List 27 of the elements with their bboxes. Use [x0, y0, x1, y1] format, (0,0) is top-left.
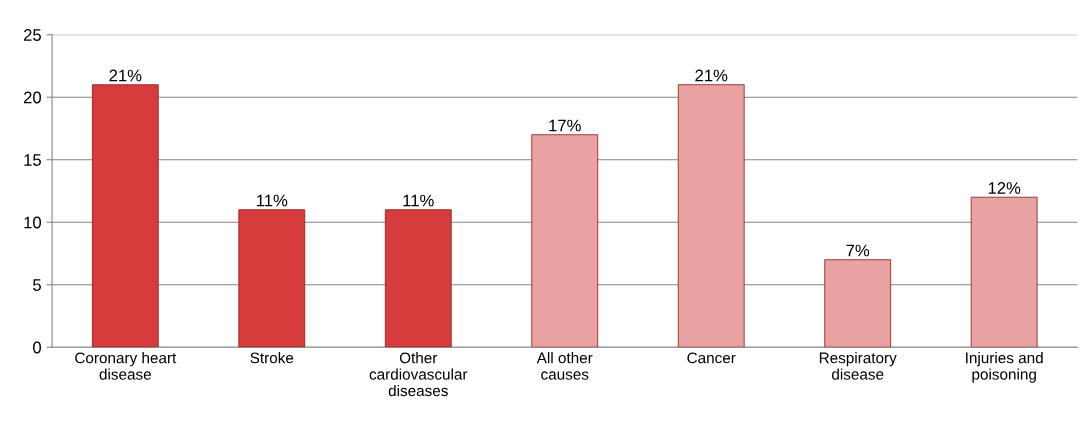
data-label: 11% [257, 194, 288, 207]
y-tick-label: 5 [33, 279, 41, 291]
data-label: 12% [988, 182, 1021, 194]
y-tick-label: 0 [33, 341, 42, 354]
x-tick-label: Respiratory disease [819, 352, 897, 380]
bar [824, 259, 892, 348]
bar [677, 84, 745, 348]
bar [384, 209, 452, 348]
x-tick-label: Coronary heart disease [75, 352, 177, 380]
y-tick-label: 10 [24, 216, 42, 229]
y-tick-label: 15 [24, 154, 41, 166]
x-tick-label: Stroke [250, 352, 294, 364]
data-label: 11% [403, 194, 434, 207]
x-tick-label: Injuries and poisoning [966, 352, 1043, 383]
bar [970, 196, 1038, 348]
bar [531, 134, 599, 348]
data-label: 17% [549, 119, 581, 132]
x-tick-label: Other cardiovascular diseases [369, 352, 468, 397]
bar [91, 84, 159, 348]
x-tick-label: Cancer [687, 352, 736, 364]
data-label: 7% [846, 244, 870, 257]
bar [238, 209, 306, 348]
y-tick-label: 20 [23, 91, 42, 104]
data-label: 21% [109, 69, 142, 82]
y-tick-label: 25 [23, 29, 41, 41]
x-tick-label: All other causes [536, 352, 593, 380]
data-label: 21% [695, 69, 728, 82]
